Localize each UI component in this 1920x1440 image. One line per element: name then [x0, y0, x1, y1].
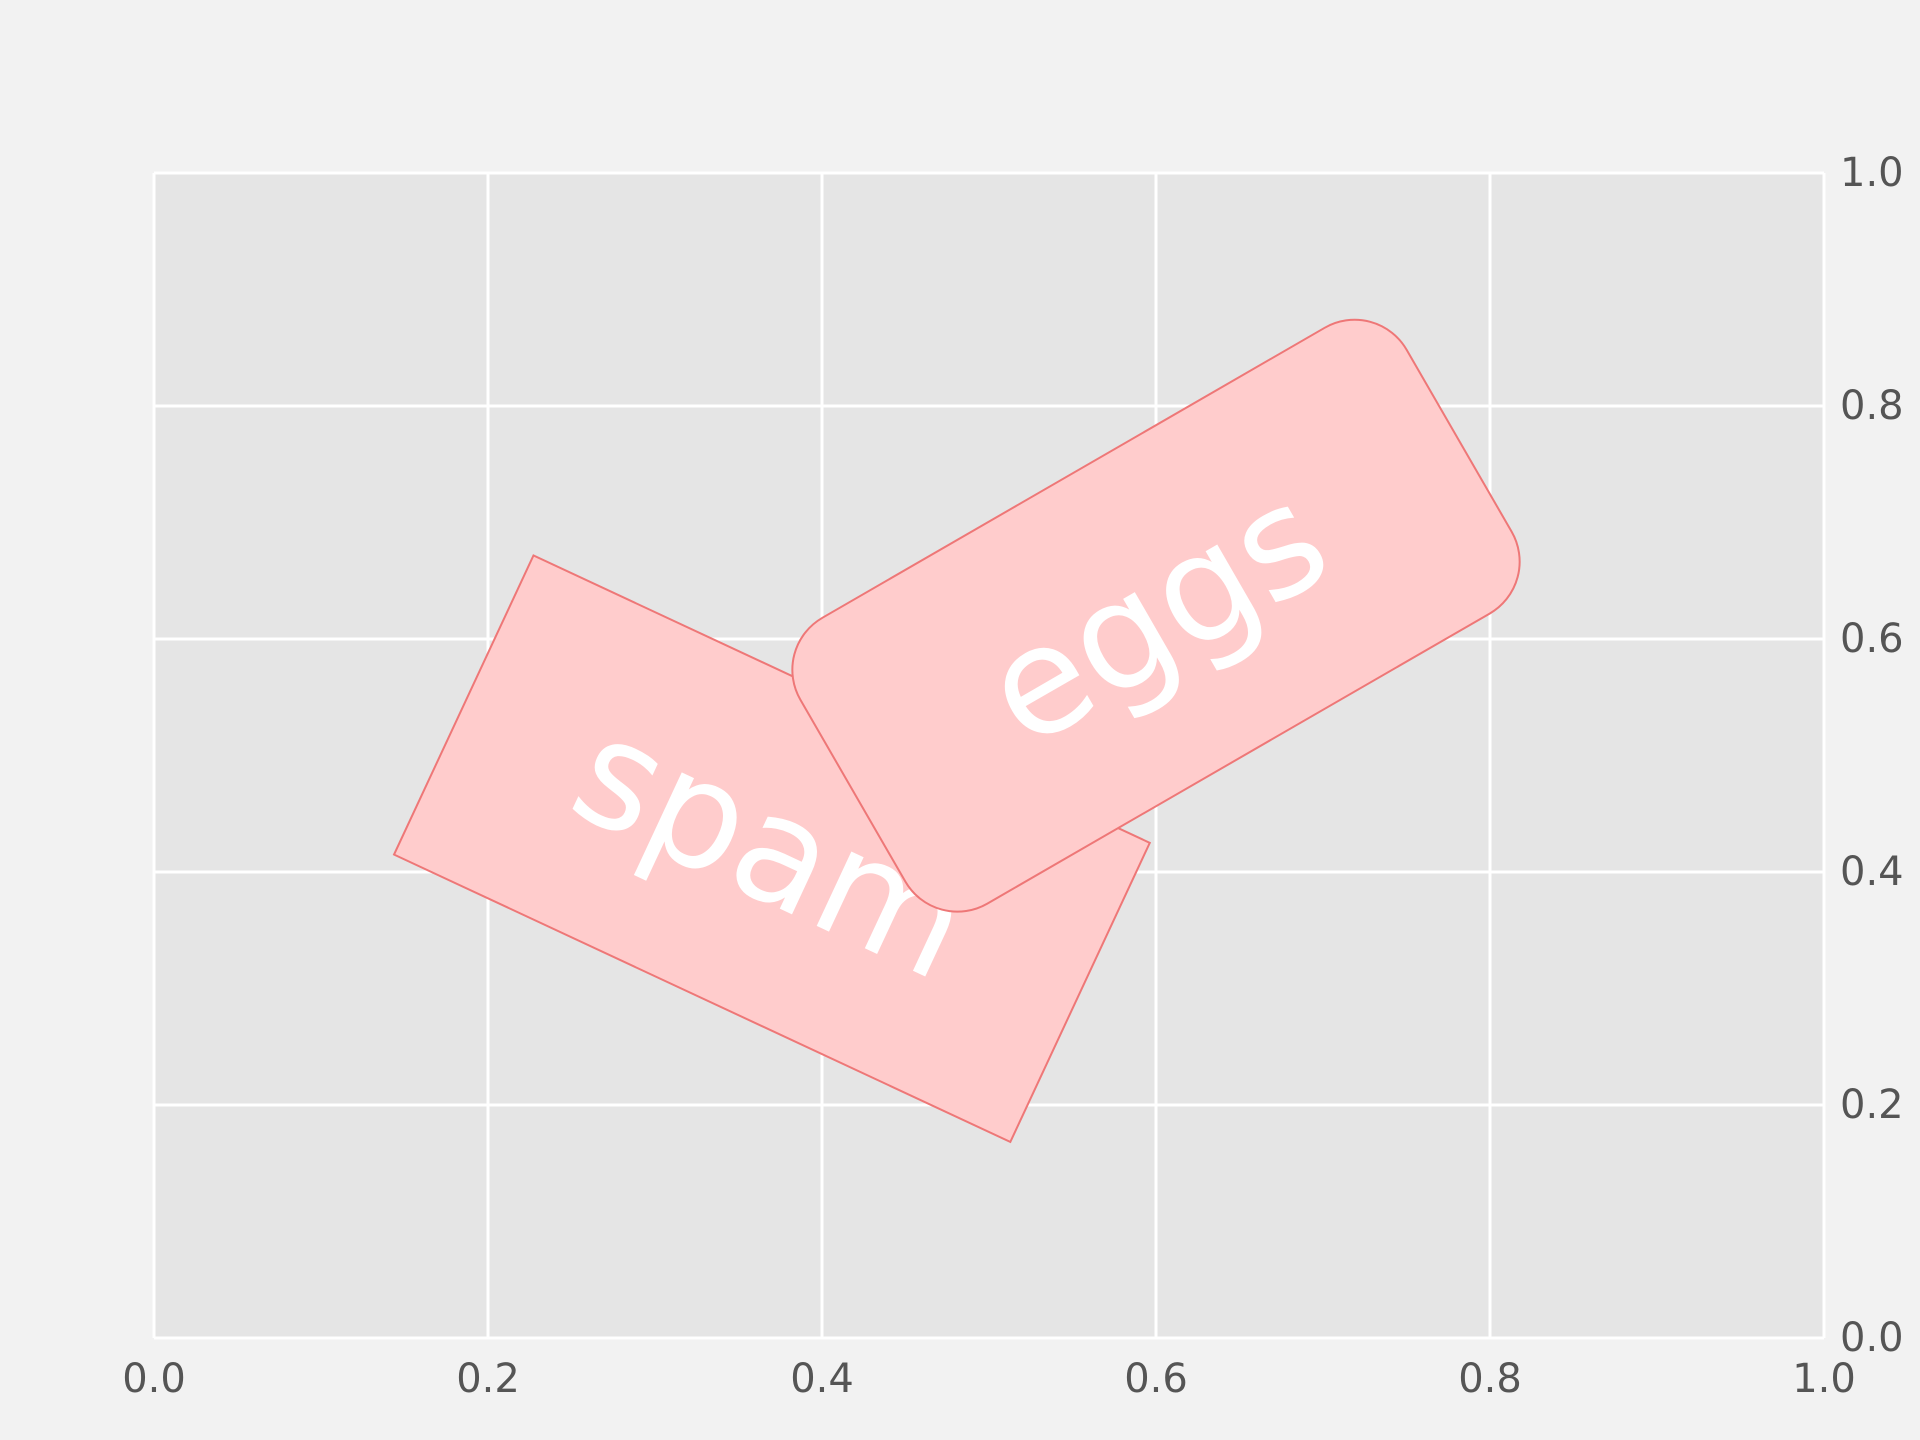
y-tick-label: 0.0 [1840, 1315, 1904, 1361]
y-tick-label: 0.6 [1840, 616, 1904, 662]
x-tick-label: 0.4 [790, 1356, 854, 1402]
y-tick-label: 0.4 [1840, 849, 1904, 895]
x-tick-label: 0.6 [1124, 1356, 1188, 1402]
y-tick-label: 0.2 [1840, 1082, 1904, 1128]
annotation-eggs: eggs [791, 318, 1521, 913]
y-tick-label: 0.8 [1840, 383, 1904, 429]
annotation-box [791, 318, 1521, 913]
x-tick-label: 0.0 [122, 1356, 186, 1402]
x-tick-label: 0.8 [1458, 1356, 1522, 1402]
tick-labels: 0.0 0.2 0.4 0.6 0.8 1.00.00.20.40.60.81.0 [122, 150, 1903, 1402]
y-tick-label: 1.0 [1840, 150, 1904, 196]
x-tick-label: 1.0 [1792, 1356, 1856, 1402]
annotation-spam: spam [392, 554, 1152, 1144]
x-tick-label: 0.2 [456, 1356, 520, 1402]
